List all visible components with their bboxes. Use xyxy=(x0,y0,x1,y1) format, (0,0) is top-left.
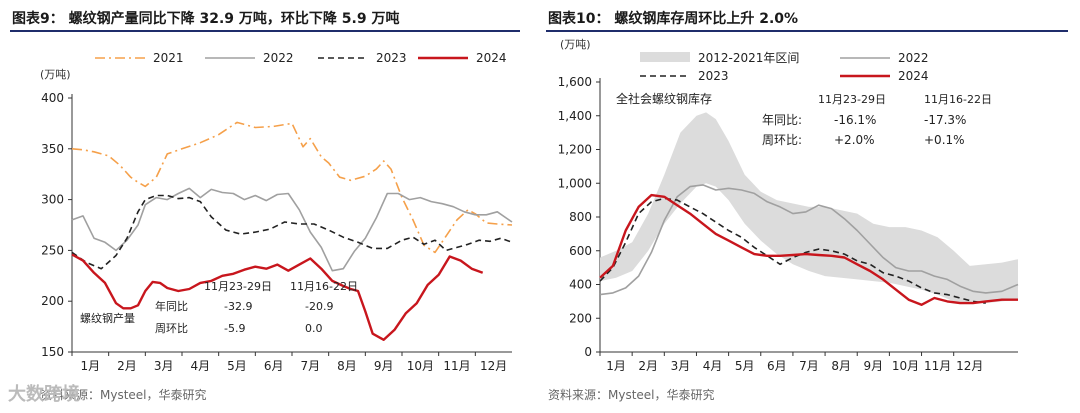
annotation-value-b: +0.1% xyxy=(924,133,965,147)
legend-label-2023: 2023 xyxy=(698,69,729,83)
y-tick-label: 1,400 xyxy=(558,109,592,123)
y-tick-label: 400 xyxy=(569,278,592,292)
series-annotation-label: 全社会螺纹钢库存 xyxy=(616,91,712,106)
annotation-value-b: 0.0 xyxy=(305,322,323,335)
x-tick-label: 5月 xyxy=(227,359,247,373)
y-tick-label: 600 xyxy=(569,244,592,258)
watermark-logo: 大数跨境 xyxy=(8,384,80,405)
annotation-value-a: -32.9 xyxy=(224,300,252,313)
annotation-header-b: 11月16-22日 xyxy=(924,93,992,106)
series-annotation-label: 螺纹钢产量 xyxy=(80,311,135,325)
title-rule-2 xyxy=(546,30,1068,32)
x-tick-label: 11月 xyxy=(924,359,951,373)
y-tick-label: 800 xyxy=(569,210,592,224)
series-line-2022 xyxy=(599,184,1019,296)
x-tick-label: 7月 xyxy=(301,359,321,373)
annotation-row-label: 年同比 xyxy=(155,299,188,313)
x-tick-label: 10月 xyxy=(407,359,434,373)
series-line-2024 xyxy=(599,193,1018,306)
y-tick-label: 300 xyxy=(41,193,64,207)
annotation-row-label: 周环比 xyxy=(155,322,188,335)
y-tick-label: 0 xyxy=(584,345,592,359)
x-tick-label: 9月 xyxy=(863,359,883,373)
x-tick-label: 9月 xyxy=(374,359,394,373)
legend-swatch-band xyxy=(640,52,690,62)
x-tick-label: 5月 xyxy=(735,359,755,373)
x-tick-label: 11月 xyxy=(443,359,470,373)
y-tick-label: 400 xyxy=(41,91,64,105)
x-tick-label: 1月 xyxy=(81,359,101,373)
title-rule-1 xyxy=(10,30,520,32)
chart-title-1: 图表9： 螺纹钢产量同比下降 32.9 万吨，环比下降 5.9 万吨 xyxy=(12,11,400,27)
x-tick-label: 12月 xyxy=(480,359,507,373)
x-tick-label: 12月 xyxy=(956,359,983,373)
y-tick-label: 250 xyxy=(41,243,64,257)
annotation-value-a: -5.9 xyxy=(224,322,245,335)
x-tick-label: 6月 xyxy=(264,359,284,373)
annotation-header-a: 11月23-29日 xyxy=(204,280,272,293)
legend-label-2021: 2021 xyxy=(153,51,184,65)
x-tick-label: 3月 xyxy=(154,359,174,373)
annotation-value-a: +2.0% xyxy=(834,133,875,147)
series-line-2022 xyxy=(71,187,513,272)
annotation-value-b: -20.9 xyxy=(305,300,333,313)
y-tick-label: 200 xyxy=(41,294,64,308)
y-tick-label: 150 xyxy=(41,345,64,359)
footer-source-2: 资料来源：Mysteel，华泰研究 xyxy=(548,388,715,402)
x-tick-label: 8月 xyxy=(831,359,851,373)
annotation-header-b: 11月16-22日 xyxy=(290,280,358,293)
y-unit-label-1: (万吨) xyxy=(40,68,71,81)
legend-label-2024: 2024 xyxy=(898,69,929,83)
x-tick-label: 1月 xyxy=(606,359,626,373)
series-line-2021 xyxy=(71,121,513,254)
x-tick-label: 2月 xyxy=(638,359,658,373)
x-tick-label: 6月 xyxy=(767,359,787,373)
annotation-value-b: -17.3% xyxy=(924,113,966,127)
y-tick-label: 200 xyxy=(569,311,592,325)
y-unit-label-2: (万吨) xyxy=(560,38,591,51)
x-tick-label: 3月 xyxy=(671,359,691,373)
chart-title-2: 图表10： 螺纹钢库存周环比上升 2.0% xyxy=(548,11,799,27)
x-tick-label: 8月 xyxy=(337,359,357,373)
y-tick-label: 1,600 xyxy=(558,75,592,89)
y-tick-label: 1,200 xyxy=(558,143,592,157)
annotation-row-label: 年同比: xyxy=(762,113,802,127)
annotation-header-a: 11月23-29日 xyxy=(818,93,886,106)
legend-label-2023: 2023 xyxy=(376,51,407,65)
legend-label-2012-2021年区间: 2012-2021年区间 xyxy=(698,51,799,65)
series-line-2024 xyxy=(71,253,484,341)
x-tick-label: 4月 xyxy=(191,359,211,373)
footer-source-1: 资料来源：Mysteel，华泰研究 xyxy=(40,388,207,402)
series-line-2023 xyxy=(71,194,513,270)
x-tick-label: 7月 xyxy=(799,359,819,373)
range-band xyxy=(600,112,1018,304)
legend-label-2022: 2022 xyxy=(263,51,294,65)
y-tick-label: 1,000 xyxy=(558,176,592,190)
annotation-value-a: -16.1% xyxy=(834,113,876,127)
annotation-row-label: 周环比: xyxy=(762,133,802,147)
legend-label-2024: 2024 xyxy=(476,51,507,65)
x-tick-label: 4月 xyxy=(703,359,723,373)
legend-label-2022: 2022 xyxy=(898,51,929,65)
x-tick-label: 2月 xyxy=(117,359,137,373)
y-tick-label: 350 xyxy=(41,142,64,156)
x-tick-label: 10月 xyxy=(892,359,919,373)
